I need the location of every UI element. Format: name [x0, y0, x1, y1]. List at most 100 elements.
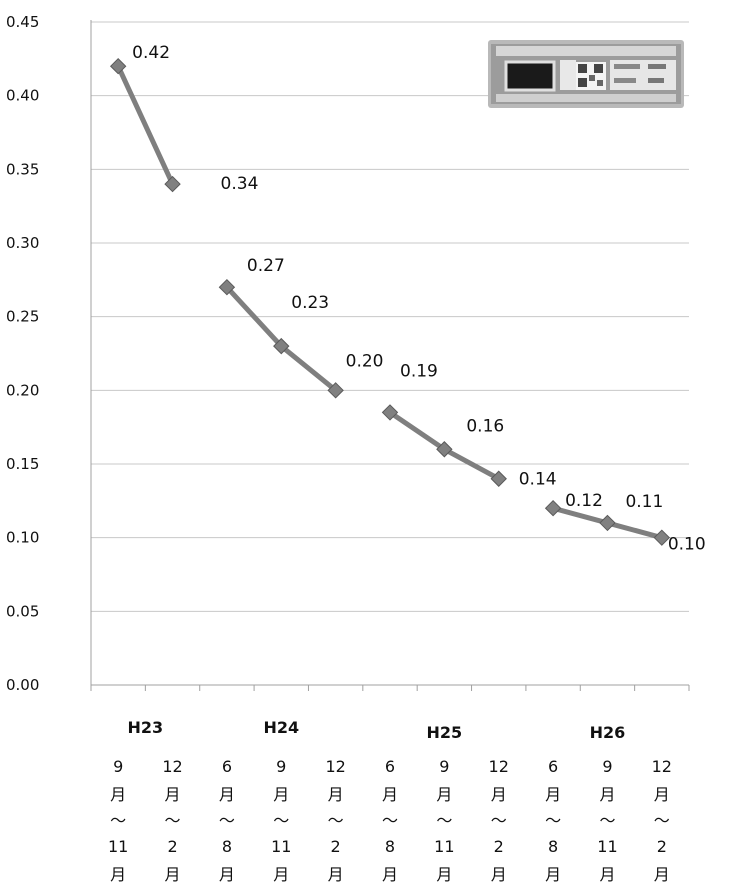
month-label: 8 [222, 837, 232, 856]
y-tick-label: 0.10 [6, 529, 39, 547]
y-tick-label: 0.30 [6, 234, 39, 252]
month-label: 月 [382, 785, 398, 804]
month-label: 月 [491, 785, 507, 804]
month-label: 月 [219, 865, 235, 884]
y-tick-label: 0.45 [6, 13, 39, 31]
month-label: 月 [436, 785, 452, 804]
dosimeter-photo [488, 40, 684, 108]
year-label: H23 [128, 718, 164, 737]
data-label: 0.23 [291, 293, 329, 313]
data-label: 0.11 [625, 492, 663, 512]
month-label: 月 [654, 785, 670, 804]
month-label: 〜 [328, 811, 344, 830]
y-axis-ticks: 0.00 0.05 0.10 0.15 0.20 0.25 0.30 0.35 0.40 0.45 [6, 13, 39, 694]
month-label: 月 [219, 785, 235, 804]
month-label: 12 [325, 757, 345, 776]
data-label: 0.19 [400, 361, 438, 381]
month-label: 11 [597, 837, 617, 856]
month-label: 2 [657, 837, 667, 856]
month-label: 月 [382, 865, 398, 884]
month-label: 11 [434, 837, 454, 856]
category-labels: H23 H24 H25 H269月〜11月12月〜2月6月〜8月9月〜11月12月〜2… [108, 718, 672, 884]
data-labels: 0.42 0.34 0.27 0.23 0.20 0.19 0.16 0.14 0.12 0.11… [132, 43, 705, 554]
month-label: 8 [385, 837, 395, 856]
month-label: 月 [545, 785, 561, 804]
y-tick-label: 0.25 [6, 308, 39, 326]
year-label: H25 [427, 723, 463, 742]
data-point [653, 529, 671, 546]
y-tick-label: 0.20 [6, 381, 39, 399]
data-point [164, 175, 181, 193]
series-layer [109, 57, 671, 546]
data-point [599, 514, 616, 532]
month-label: 6 [222, 757, 232, 776]
month-label: 12 [489, 757, 509, 776]
grid-layer [91, 21, 689, 612]
month-label: 9 [276, 757, 286, 776]
month-label: 月 [110, 865, 126, 884]
y-tick-label: 0.40 [6, 87, 39, 105]
y-tick-label: 0.05 [6, 602, 39, 620]
series-line-H23 [115, 63, 176, 187]
month-label: 〜 [491, 811, 507, 830]
month-label: 月 [599, 865, 615, 884]
data-label: 0.14 [519, 470, 557, 490]
y-tick-label: 0.35 [6, 160, 39, 178]
data-label: 0.16 [466, 416, 504, 436]
data-label: 0.10 [668, 535, 706, 555]
year-label: H26 [590, 723, 626, 742]
month-label: 6 [385, 757, 395, 776]
month-label: 9 [602, 757, 612, 776]
month-label: 6 [548, 757, 558, 776]
month-label: 月 [165, 865, 181, 884]
month-label: 〜 [436, 811, 452, 830]
month-label: 月 [273, 785, 289, 804]
data-point [109, 57, 127, 75]
month-label: 月 [545, 865, 561, 884]
month-label: 〜 [219, 811, 235, 830]
data-point [544, 499, 562, 517]
month-label: 月 [491, 865, 507, 884]
month-label: 12 [162, 757, 182, 776]
month-label: 〜 [545, 811, 561, 830]
month-label: 9 [113, 757, 123, 776]
month-label: 〜 [654, 811, 670, 830]
data-point [490, 470, 507, 487]
month-label: 12 [652, 757, 672, 776]
y-tick-label: 0.15 [6, 455, 39, 473]
month-label: 月 [654, 865, 670, 884]
month-label: 月 [273, 865, 289, 884]
month-label: 11 [271, 837, 291, 856]
month-label: 月 [165, 785, 181, 804]
data-point [273, 337, 290, 355]
month-label: 〜 [599, 811, 615, 830]
data-label: 0.12 [565, 491, 603, 511]
month-label: 月 [110, 785, 126, 804]
data-point [327, 382, 344, 399]
data-label: 0.34 [221, 174, 259, 194]
data-label: 0.42 [132, 43, 170, 63]
month-label: 月 [599, 785, 615, 804]
data-point [436, 441, 453, 458]
data-label: 0.27 [247, 256, 285, 276]
month-label: 月 [328, 865, 344, 884]
x-axis [90, 20, 690, 691]
month-label: 8 [548, 837, 558, 856]
year-label: H24 [263, 718, 299, 737]
data-point [218, 278, 236, 296]
month-label: 〜 [165, 811, 181, 830]
month-label: 月 [436, 865, 452, 884]
month-label: 〜 [110, 811, 126, 830]
month-label: 2 [167, 837, 177, 856]
y-tick-label: 0.00 [6, 676, 39, 694]
month-label: 2 [494, 837, 504, 856]
month-label: 月 [328, 785, 344, 804]
month-label: 〜 [273, 811, 289, 830]
month-label: 2 [331, 837, 341, 856]
month-label: 9 [439, 757, 449, 776]
data-label: 0.20 [346, 351, 384, 371]
data-point [381, 404, 399, 421]
month-label: 〜 [382, 811, 398, 830]
month-label: 11 [108, 837, 128, 856]
